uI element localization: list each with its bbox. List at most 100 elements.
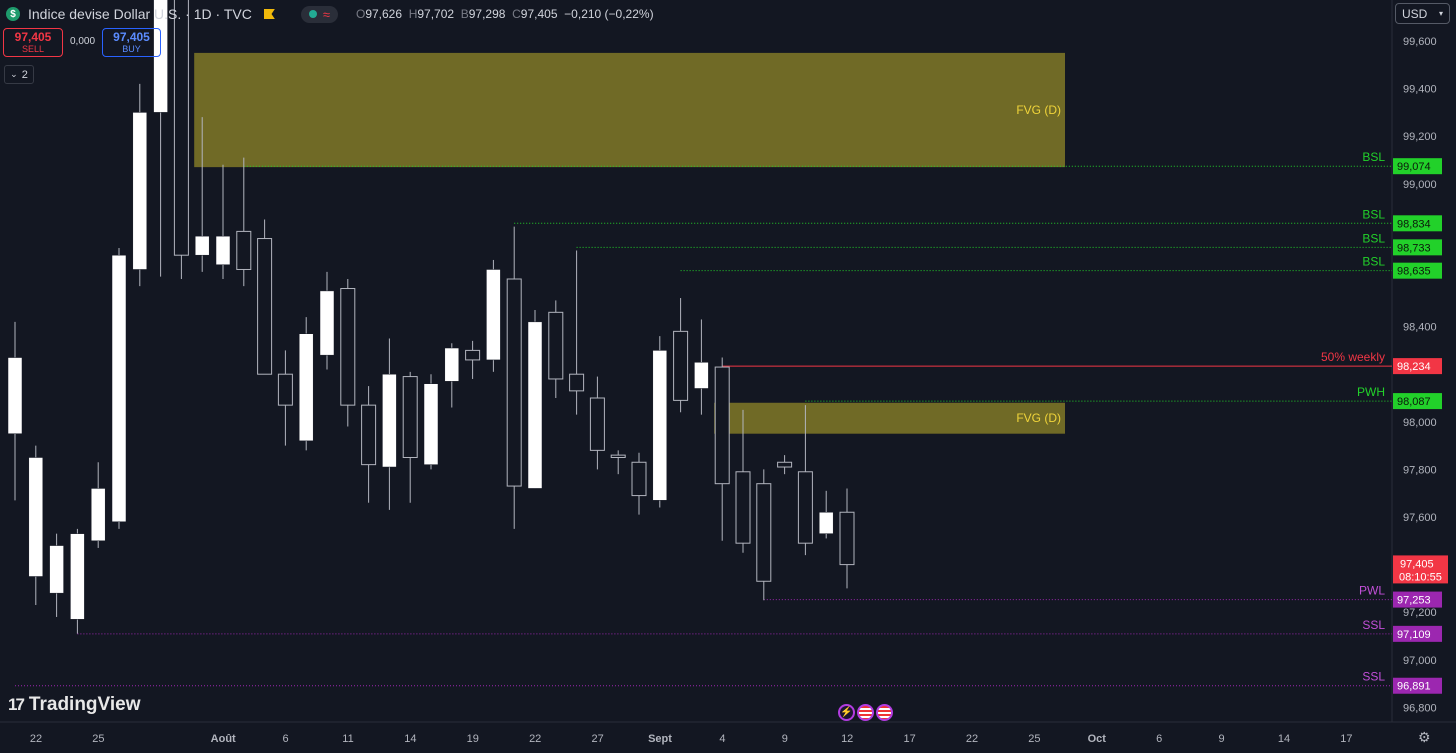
candle-body xyxy=(257,238,273,375)
candle-body xyxy=(673,330,689,401)
level-price-badge-text: 97,109 xyxy=(1397,629,1431,641)
level-label: BSL xyxy=(1362,255,1385,269)
level-price-badge xyxy=(1393,239,1442,256)
time-tick-label: 27 xyxy=(591,733,603,745)
candle-body xyxy=(631,461,647,497)
candle-body xyxy=(132,112,148,270)
buy-button[interactable]: 97,405 BUY xyxy=(102,28,161,57)
level-price-badge-text: 97,253 xyxy=(1397,595,1431,607)
candle-body xyxy=(319,290,335,356)
time-tick-label: 6 xyxy=(1156,733,1162,745)
candle-body xyxy=(49,545,64,594)
symbol-title[interactable]: Indice devise Dollar U.S. · 1D · TVC xyxy=(28,6,252,22)
level-price-badge-text: 99,074 xyxy=(1397,161,1431,173)
candle-body xyxy=(444,347,460,382)
price-tick-label: 99,000 xyxy=(1403,179,1437,191)
tradingview-logo[interactable]: 17 TradingView xyxy=(8,694,141,716)
candle-body xyxy=(173,0,189,256)
chart-legend: $ Indice devise Dollar U.S. · 1D · TVC ≈… xyxy=(6,4,654,24)
price-tick-label: 97,000 xyxy=(1403,655,1437,667)
fvg-zone-label: FVG (D) xyxy=(1016,103,1061,117)
brand-name: TradingView xyxy=(28,694,141,715)
currency-value: USD xyxy=(1402,6,1428,21)
time-tick-label: Sept xyxy=(648,733,672,745)
candle-body xyxy=(402,376,418,458)
time-tick-label: 12 xyxy=(841,733,853,745)
us-flag-event-icon[interactable] xyxy=(876,704,893,721)
candle-body xyxy=(797,471,813,544)
lightning-event-icon[interactable]: ⚡ xyxy=(838,704,855,721)
time-tick-label: 17 xyxy=(1340,733,1352,745)
time-tick-label: 25 xyxy=(92,733,104,745)
candle-body xyxy=(527,321,543,489)
candle-body xyxy=(70,533,85,620)
fvg-zone xyxy=(194,52,1065,168)
time-tick-label: Oct xyxy=(1088,733,1107,745)
level-label: SSL xyxy=(1362,618,1385,632)
level-price-badge-text: 98,087 xyxy=(1397,396,1431,408)
candle-body xyxy=(610,454,626,458)
level-price-badge-text: 98,834 xyxy=(1397,218,1431,230)
candle-body xyxy=(194,235,210,256)
time-tick-label: 11 xyxy=(342,733,353,745)
economic-events: ⚡ xyxy=(838,704,893,721)
candle-body xyxy=(90,488,106,542)
gear-icon[interactable]: ⚙ xyxy=(1418,729,1431,745)
level-label: PWH xyxy=(1357,385,1385,399)
time-tick-label: 14 xyxy=(404,733,416,745)
indicator-count: 2 xyxy=(21,68,28,81)
dollar-icon: $ xyxy=(6,7,20,21)
candle-body xyxy=(382,373,397,468)
candle-body xyxy=(694,362,709,389)
market-open-dot-icon xyxy=(308,10,317,18)
flag-icon[interactable] xyxy=(263,9,275,19)
candle-body xyxy=(569,373,585,392)
price-tick-label: 99,400 xyxy=(1403,84,1437,96)
price-tick-label: 99,200 xyxy=(1403,131,1437,143)
last-price-badge xyxy=(1393,555,1448,584)
fvg-zone xyxy=(714,402,1065,434)
level-price-badge-text: 98,733 xyxy=(1397,242,1431,254)
price-tick-label: 97,200 xyxy=(1403,607,1437,619)
fvg-zone-label: FVG (D) xyxy=(1016,411,1061,425)
market-status-pill[interactable]: ≈ xyxy=(300,5,338,23)
spread-value: 0,000 xyxy=(70,36,96,47)
time-tick-label: 25 xyxy=(1028,733,1040,745)
indicators-toggle-button[interactable]: ⌄ 2 xyxy=(4,65,34,84)
candle-body xyxy=(735,471,751,544)
candle-body xyxy=(423,383,439,465)
buy-price: 97,405 xyxy=(113,29,150,44)
high-label: H xyxy=(408,7,418,21)
candle-body xyxy=(589,397,605,451)
countdown-text: 08:10:55 xyxy=(1399,571,1442,583)
sell-label: SELL xyxy=(21,43,45,54)
candle-body xyxy=(340,288,356,406)
level-price-badge xyxy=(1393,262,1442,279)
time-tick-label: 17 xyxy=(903,733,915,745)
candle-body xyxy=(215,235,231,265)
us-flag-event-icon[interactable] xyxy=(857,704,874,721)
candle-body xyxy=(756,483,772,582)
level-price-badge-text: 96,891 xyxy=(1397,681,1431,693)
chevron-down-icon: ▾ xyxy=(1438,9,1443,18)
price-tick-label: 96,800 xyxy=(1403,702,1437,714)
level-price-badge xyxy=(1393,358,1442,375)
candle-body xyxy=(818,511,834,534)
currency-select[interactable]: USD ▾ xyxy=(1395,3,1450,24)
price-tick-label: 98,000 xyxy=(1403,417,1437,429)
candle-body xyxy=(236,230,252,270)
level-price-badge xyxy=(1393,393,1442,410)
candle-body xyxy=(548,311,564,380)
open-value: 97,626 xyxy=(365,7,403,21)
time-tick-label: Août xyxy=(211,733,236,745)
level-price-badge xyxy=(1393,591,1442,608)
candle-body xyxy=(7,357,23,434)
level-price-badge xyxy=(1393,215,1442,232)
time-tick-label: 22 xyxy=(966,733,978,745)
candle-body xyxy=(777,461,793,468)
sell-button[interactable]: 97,405 SELL xyxy=(3,28,63,57)
level-label: SSL xyxy=(1362,670,1385,684)
level-price-badge xyxy=(1393,677,1442,694)
